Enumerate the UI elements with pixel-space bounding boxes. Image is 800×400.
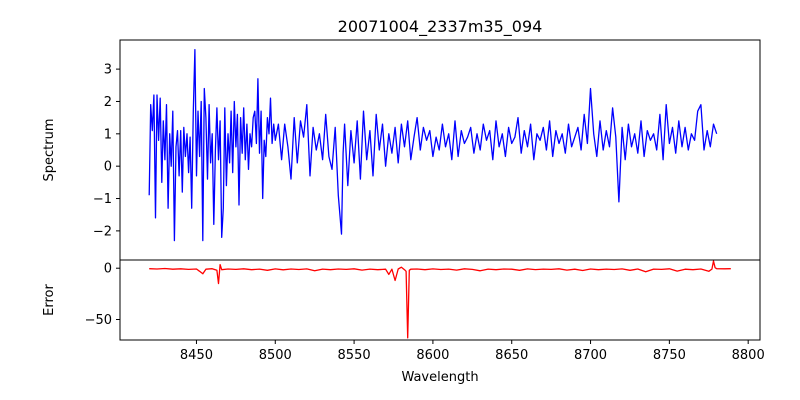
- spectrum-y-tick-label: −1: [93, 192, 112, 207]
- error-y-axis-label: Error: [42, 284, 57, 316]
- spectrum-series-line: [148, 49, 718, 242]
- chart-title: 20071004_2337m35_094: [338, 17, 543, 37]
- error-series-line: [149, 260, 731, 339]
- x-tick-label: 8500: [259, 348, 292, 363]
- error-panel: −50 0 Error 8450 8500 8550 8600 8650 8700 8750 880…: [42, 259, 765, 363]
- x-tick-label: 8600: [416, 348, 449, 363]
- spectrum-y-tick-label: −2: [93, 224, 112, 239]
- x-axis-label: Wavelength: [401, 370, 478, 385]
- x-tick-label: 8650: [495, 348, 528, 363]
- spectrum-panel: −2 −1 0 1 2 3 Spectrum: [42, 39, 761, 261]
- error-y-tick-label: 0: [104, 262, 112, 277]
- x-tick-label: 8700: [574, 348, 607, 363]
- error-y-tick-label: −50: [85, 313, 112, 328]
- error-axes-frame: [119, 259, 761, 341]
- x-tick-label: 8750: [653, 348, 686, 363]
- spectrum-y-tick-label: 1: [104, 127, 112, 142]
- spectrum-y-tick-label: 0: [104, 160, 112, 175]
- x-tick-label: 8800: [732, 348, 765, 363]
- x-tick-label: 8550: [338, 348, 371, 363]
- spectrum-y-tick-label: 2: [104, 95, 112, 110]
- spectrum-y-axis-label: Spectrum: [42, 119, 57, 182]
- spectrum-y-tick-label: 3: [104, 63, 112, 78]
- x-tick-label: 8450: [180, 348, 213, 363]
